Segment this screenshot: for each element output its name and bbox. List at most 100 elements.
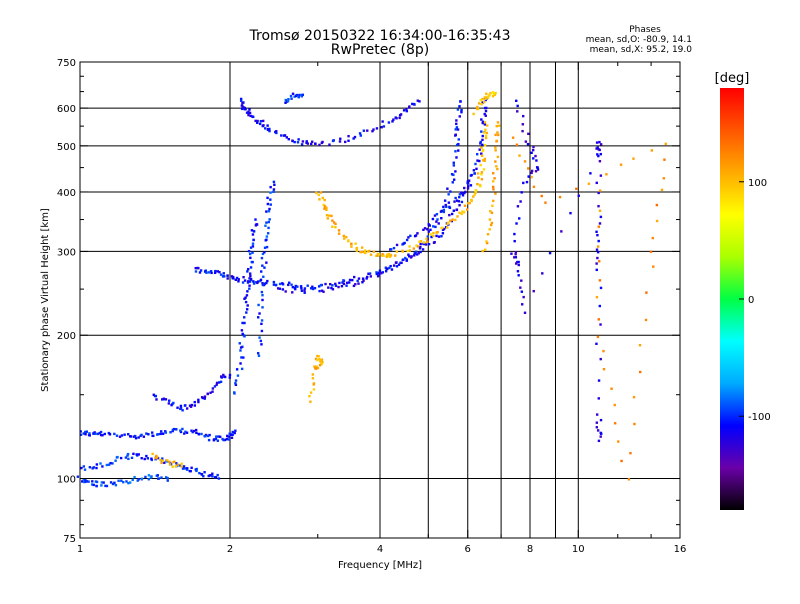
echo-point bbox=[595, 248, 599, 251]
echo-point bbox=[249, 256, 252, 260]
echo-point bbox=[264, 239, 267, 242]
echo-point bbox=[387, 121, 391, 124]
echo-point bbox=[598, 189, 602, 192]
echo-point bbox=[372, 250, 376, 253]
echo-point bbox=[341, 281, 344, 284]
echo-point bbox=[300, 95, 304, 98]
x-tick-label: 6 bbox=[465, 544, 471, 555]
echo-point bbox=[522, 295, 525, 299]
echo-point bbox=[350, 245, 353, 248]
echo-point bbox=[380, 272, 383, 275]
echo-point bbox=[411, 102, 414, 106]
echo-point bbox=[437, 222, 440, 225]
echo-point bbox=[342, 282, 346, 286]
echo-point bbox=[597, 439, 601, 443]
echo-point bbox=[117, 479, 120, 482]
echo-point bbox=[159, 432, 162, 436]
echo-point bbox=[303, 289, 306, 292]
echo-point bbox=[401, 249, 404, 253]
echo-point bbox=[419, 250, 422, 254]
echo-point bbox=[266, 279, 269, 283]
echo-point bbox=[490, 211, 494, 215]
echo-point bbox=[194, 468, 197, 471]
echo-point bbox=[435, 220, 438, 223]
echo-point bbox=[458, 204, 461, 207]
echo-point bbox=[617, 440, 620, 443]
echo-point bbox=[325, 208, 328, 212]
echo-point bbox=[247, 249, 251, 253]
echo-point bbox=[105, 463, 109, 467]
echo-point bbox=[598, 222, 602, 225]
echo-point bbox=[122, 480, 125, 484]
echo-point bbox=[230, 275, 234, 278]
echo-point bbox=[483, 131, 486, 134]
echo-point bbox=[595, 230, 598, 233]
echo-point bbox=[595, 421, 599, 424]
echo-point bbox=[248, 111, 252, 115]
echo-point bbox=[599, 215, 603, 219]
echo-point bbox=[319, 191, 323, 194]
echo-point bbox=[455, 122, 458, 126]
echo-point bbox=[301, 93, 305, 96]
echo-point bbox=[400, 261, 403, 265]
chart-subtitle: RwPretec (8p) bbox=[331, 42, 429, 58]
echo-point bbox=[223, 438, 227, 442]
echo-point bbox=[137, 436, 140, 439]
echo-point bbox=[334, 282, 337, 286]
echo-point bbox=[577, 194, 580, 197]
echo-point bbox=[293, 140, 296, 144]
echo-point bbox=[523, 311, 527, 314]
echo-point bbox=[293, 95, 296, 98]
echo-point bbox=[660, 188, 664, 192]
echo-point bbox=[322, 203, 325, 207]
echo-point bbox=[354, 283, 357, 286]
echo-point bbox=[494, 149, 497, 152]
echo-point bbox=[458, 211, 461, 214]
echo-point bbox=[268, 127, 271, 131]
echo-point bbox=[134, 434, 137, 438]
echo-point bbox=[440, 209, 443, 213]
echo-point bbox=[204, 433, 208, 437]
echo-point bbox=[479, 99, 482, 102]
echo-point bbox=[496, 167, 499, 171]
echo-point bbox=[84, 430, 87, 434]
echo-point bbox=[278, 282, 282, 286]
echo-point bbox=[273, 183, 276, 186]
echo-point bbox=[419, 240, 423, 243]
echo-point bbox=[195, 469, 198, 473]
echo-point bbox=[185, 407, 189, 410]
echo-point bbox=[320, 362, 323, 366]
echo-point bbox=[315, 191, 318, 195]
echo-point bbox=[460, 212, 463, 216]
echo-point bbox=[328, 143, 331, 146]
echo-point bbox=[460, 191, 463, 194]
echo-point bbox=[314, 142, 317, 145]
echo-point bbox=[261, 283, 265, 287]
echo-point bbox=[513, 256, 516, 259]
echo-point bbox=[127, 433, 130, 436]
echo-point bbox=[239, 346, 243, 349]
echo-point bbox=[257, 316, 260, 319]
echo-point bbox=[164, 398, 168, 401]
echo-point bbox=[337, 229, 341, 232]
echo-point bbox=[119, 456, 123, 460]
echo-point bbox=[222, 438, 225, 442]
echo-point bbox=[186, 467, 189, 470]
echo-point bbox=[257, 354, 261, 357]
echo-point bbox=[93, 431, 96, 434]
echo-point bbox=[156, 474, 159, 477]
echo-point bbox=[246, 290, 249, 293]
echo-point bbox=[99, 462, 102, 465]
echo-point bbox=[310, 142, 313, 146]
echo-point bbox=[259, 119, 263, 123]
echo-point bbox=[600, 432, 603, 435]
echo-point bbox=[480, 102, 483, 106]
echo-point bbox=[454, 128, 457, 131]
echo-point bbox=[532, 289, 535, 293]
echo-point bbox=[311, 285, 314, 288]
echo-point bbox=[172, 401, 175, 405]
echo-point bbox=[149, 476, 153, 479]
echo-point bbox=[460, 110, 463, 114]
echo-point bbox=[521, 123, 525, 126]
echo-point bbox=[228, 432, 231, 435]
